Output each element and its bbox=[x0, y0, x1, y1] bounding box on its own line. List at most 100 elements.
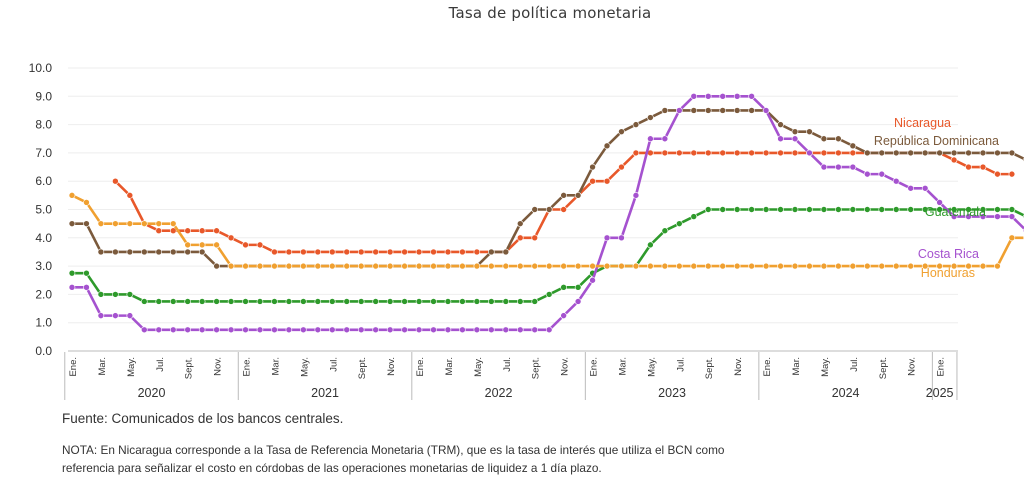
x-tick-label: Jul. bbox=[155, 357, 166, 372]
data-point bbox=[560, 284, 567, 291]
data-point bbox=[748, 149, 755, 157]
data-point bbox=[401, 298, 408, 305]
data-point bbox=[965, 262, 972, 270]
series-line bbox=[114, 151, 1012, 254]
data-point bbox=[386, 326, 394, 334]
data-point bbox=[733, 107, 741, 114]
x-tick-label: Mar. bbox=[270, 357, 281, 375]
data-point bbox=[473, 248, 481, 256]
x-tick-label: Sept. bbox=[531, 357, 542, 379]
data-point bbox=[647, 114, 654, 121]
data-point bbox=[979, 149, 987, 157]
data-point bbox=[141, 248, 148, 256]
data-point bbox=[835, 163, 842, 171]
x-tick-label: Nov. bbox=[733, 357, 744, 376]
data-point bbox=[921, 262, 929, 270]
data-point bbox=[820, 163, 828, 171]
data-point bbox=[459, 248, 466, 256]
data-point bbox=[169, 326, 177, 334]
data-point bbox=[473, 298, 481, 305]
data-point bbox=[155, 220, 163, 227]
data-point bbox=[386, 298, 394, 305]
y-tick-label: 9.0 bbox=[35, 89, 52, 103]
data-point bbox=[372, 248, 379, 256]
data-point bbox=[1008, 213, 1016, 220]
series-label: República Dominicana bbox=[874, 134, 999, 148]
data-point bbox=[112, 291, 119, 298]
y-tick-label: 4.0 bbox=[35, 231, 52, 245]
data-point bbox=[719, 107, 727, 114]
data-point bbox=[676, 149, 683, 157]
data-point bbox=[531, 234, 539, 242]
year-label: 2025 bbox=[926, 386, 954, 400]
data-point bbox=[155, 248, 163, 256]
data-point bbox=[1008, 206, 1016, 213]
data-point bbox=[285, 262, 293, 270]
data-point bbox=[68, 192, 76, 199]
data-point bbox=[155, 326, 163, 334]
series-line bbox=[71, 194, 1024, 268]
data-point bbox=[849, 142, 857, 150]
y-tick-label: 2.0 bbox=[35, 287, 52, 301]
data-point bbox=[545, 291, 553, 298]
data-point bbox=[863, 149, 871, 157]
data-point bbox=[242, 326, 249, 334]
data-point bbox=[473, 326, 481, 334]
data-point bbox=[762, 149, 770, 157]
data-point bbox=[762, 262, 770, 270]
data-point bbox=[488, 262, 495, 270]
data-point bbox=[343, 326, 351, 334]
data-point bbox=[589, 177, 596, 185]
data-point bbox=[806, 128, 813, 135]
data-point bbox=[603, 262, 611, 270]
data-point bbox=[1008, 149, 1016, 157]
data-point bbox=[488, 248, 495, 256]
source-note: Fuente: Comunicados de los bancos centra… bbox=[62, 411, 344, 426]
data-point bbox=[343, 262, 351, 270]
data-point bbox=[719, 262, 727, 270]
data-point bbox=[777, 206, 784, 213]
data-point bbox=[936, 206, 943, 213]
year-label: 2020 bbox=[138, 386, 166, 400]
data-point bbox=[1008, 170, 1016, 178]
data-point bbox=[343, 248, 351, 256]
data-point bbox=[791, 206, 799, 213]
x-tick-label: May. bbox=[126, 357, 137, 377]
x-tick-label: Mar. bbox=[617, 357, 628, 375]
data-point bbox=[603, 177, 611, 185]
data-point bbox=[213, 326, 220, 334]
data-point bbox=[227, 234, 235, 242]
data-point bbox=[386, 248, 394, 256]
data-point bbox=[112, 248, 119, 256]
data-point bbox=[661, 135, 669, 143]
data-point bbox=[430, 326, 437, 334]
data-point bbox=[618, 262, 625, 270]
data-point bbox=[227, 298, 235, 305]
data-point bbox=[690, 149, 698, 157]
year-label: 2024 bbox=[832, 386, 860, 400]
data-point bbox=[401, 262, 408, 270]
data-point bbox=[126, 291, 134, 298]
year-label: 2022 bbox=[485, 386, 513, 400]
data-point bbox=[704, 206, 712, 213]
data-point bbox=[300, 326, 307, 334]
data-point bbox=[343, 298, 351, 305]
data-point bbox=[271, 298, 278, 305]
data-point bbox=[777, 121, 784, 128]
data-point bbox=[444, 262, 452, 270]
data-point bbox=[618, 234, 625, 242]
data-point bbox=[271, 326, 278, 334]
data-point bbox=[271, 262, 278, 270]
data-point bbox=[892, 262, 900, 270]
series-nicaragua bbox=[112, 149, 1016, 256]
x-tick-label: Nov. bbox=[907, 357, 918, 376]
data-point bbox=[661, 262, 669, 270]
data-point bbox=[531, 326, 539, 334]
data-point bbox=[791, 128, 799, 135]
data-point bbox=[141, 298, 148, 305]
data-point bbox=[459, 298, 466, 305]
data-point bbox=[459, 326, 466, 334]
data-point bbox=[892, 177, 900, 185]
footnote-line-1: NOTA: En Nicaragua corresponde a la Tasa… bbox=[62, 443, 725, 457]
series-labels: Nicaragua República Dominicana Guatemala Co… bbox=[874, 116, 999, 280]
